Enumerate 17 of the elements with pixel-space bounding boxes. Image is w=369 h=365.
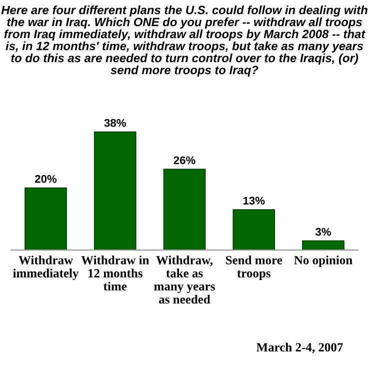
data-label: 26% — [174, 156, 196, 164]
bar — [232, 209, 276, 250]
bar — [302, 240, 344, 250]
bar — [24, 187, 67, 250]
chart-title: Here are four different plans the U.S. could follow in dealing with the war in Iraq. Which ONE do you prefer -- withdraw all troops from Iraq immediately, withdraw all troops by March 2008 -- that is, in 12 months' time, withdraw troops, but take as many years to do this as are needed to turn control over to the Iraqis, (or) send more troops to Iraq? — [1, 5, 368, 77]
data-label: 13% — [243, 196, 265, 205]
x-tick-label: No opinion — [294, 256, 352, 267]
x-tick-label: Withdraw in 12 months time — [81, 256, 150, 291]
data-label: 3% — [315, 228, 331, 236]
x-tick-label: Withdraw immediately — [13, 256, 79, 280]
bar — [163, 168, 206, 250]
text: March 2-4, 2007 — [256, 342, 343, 354]
x-tick-label: Withdraw, take as many years as needed — [154, 256, 215, 304]
bar — [94, 131, 136, 250]
data-label: 20% — [35, 174, 57, 183]
data-label: 38% — [104, 118, 126, 127]
x-tick-label: Send more troops — [226, 256, 282, 280]
